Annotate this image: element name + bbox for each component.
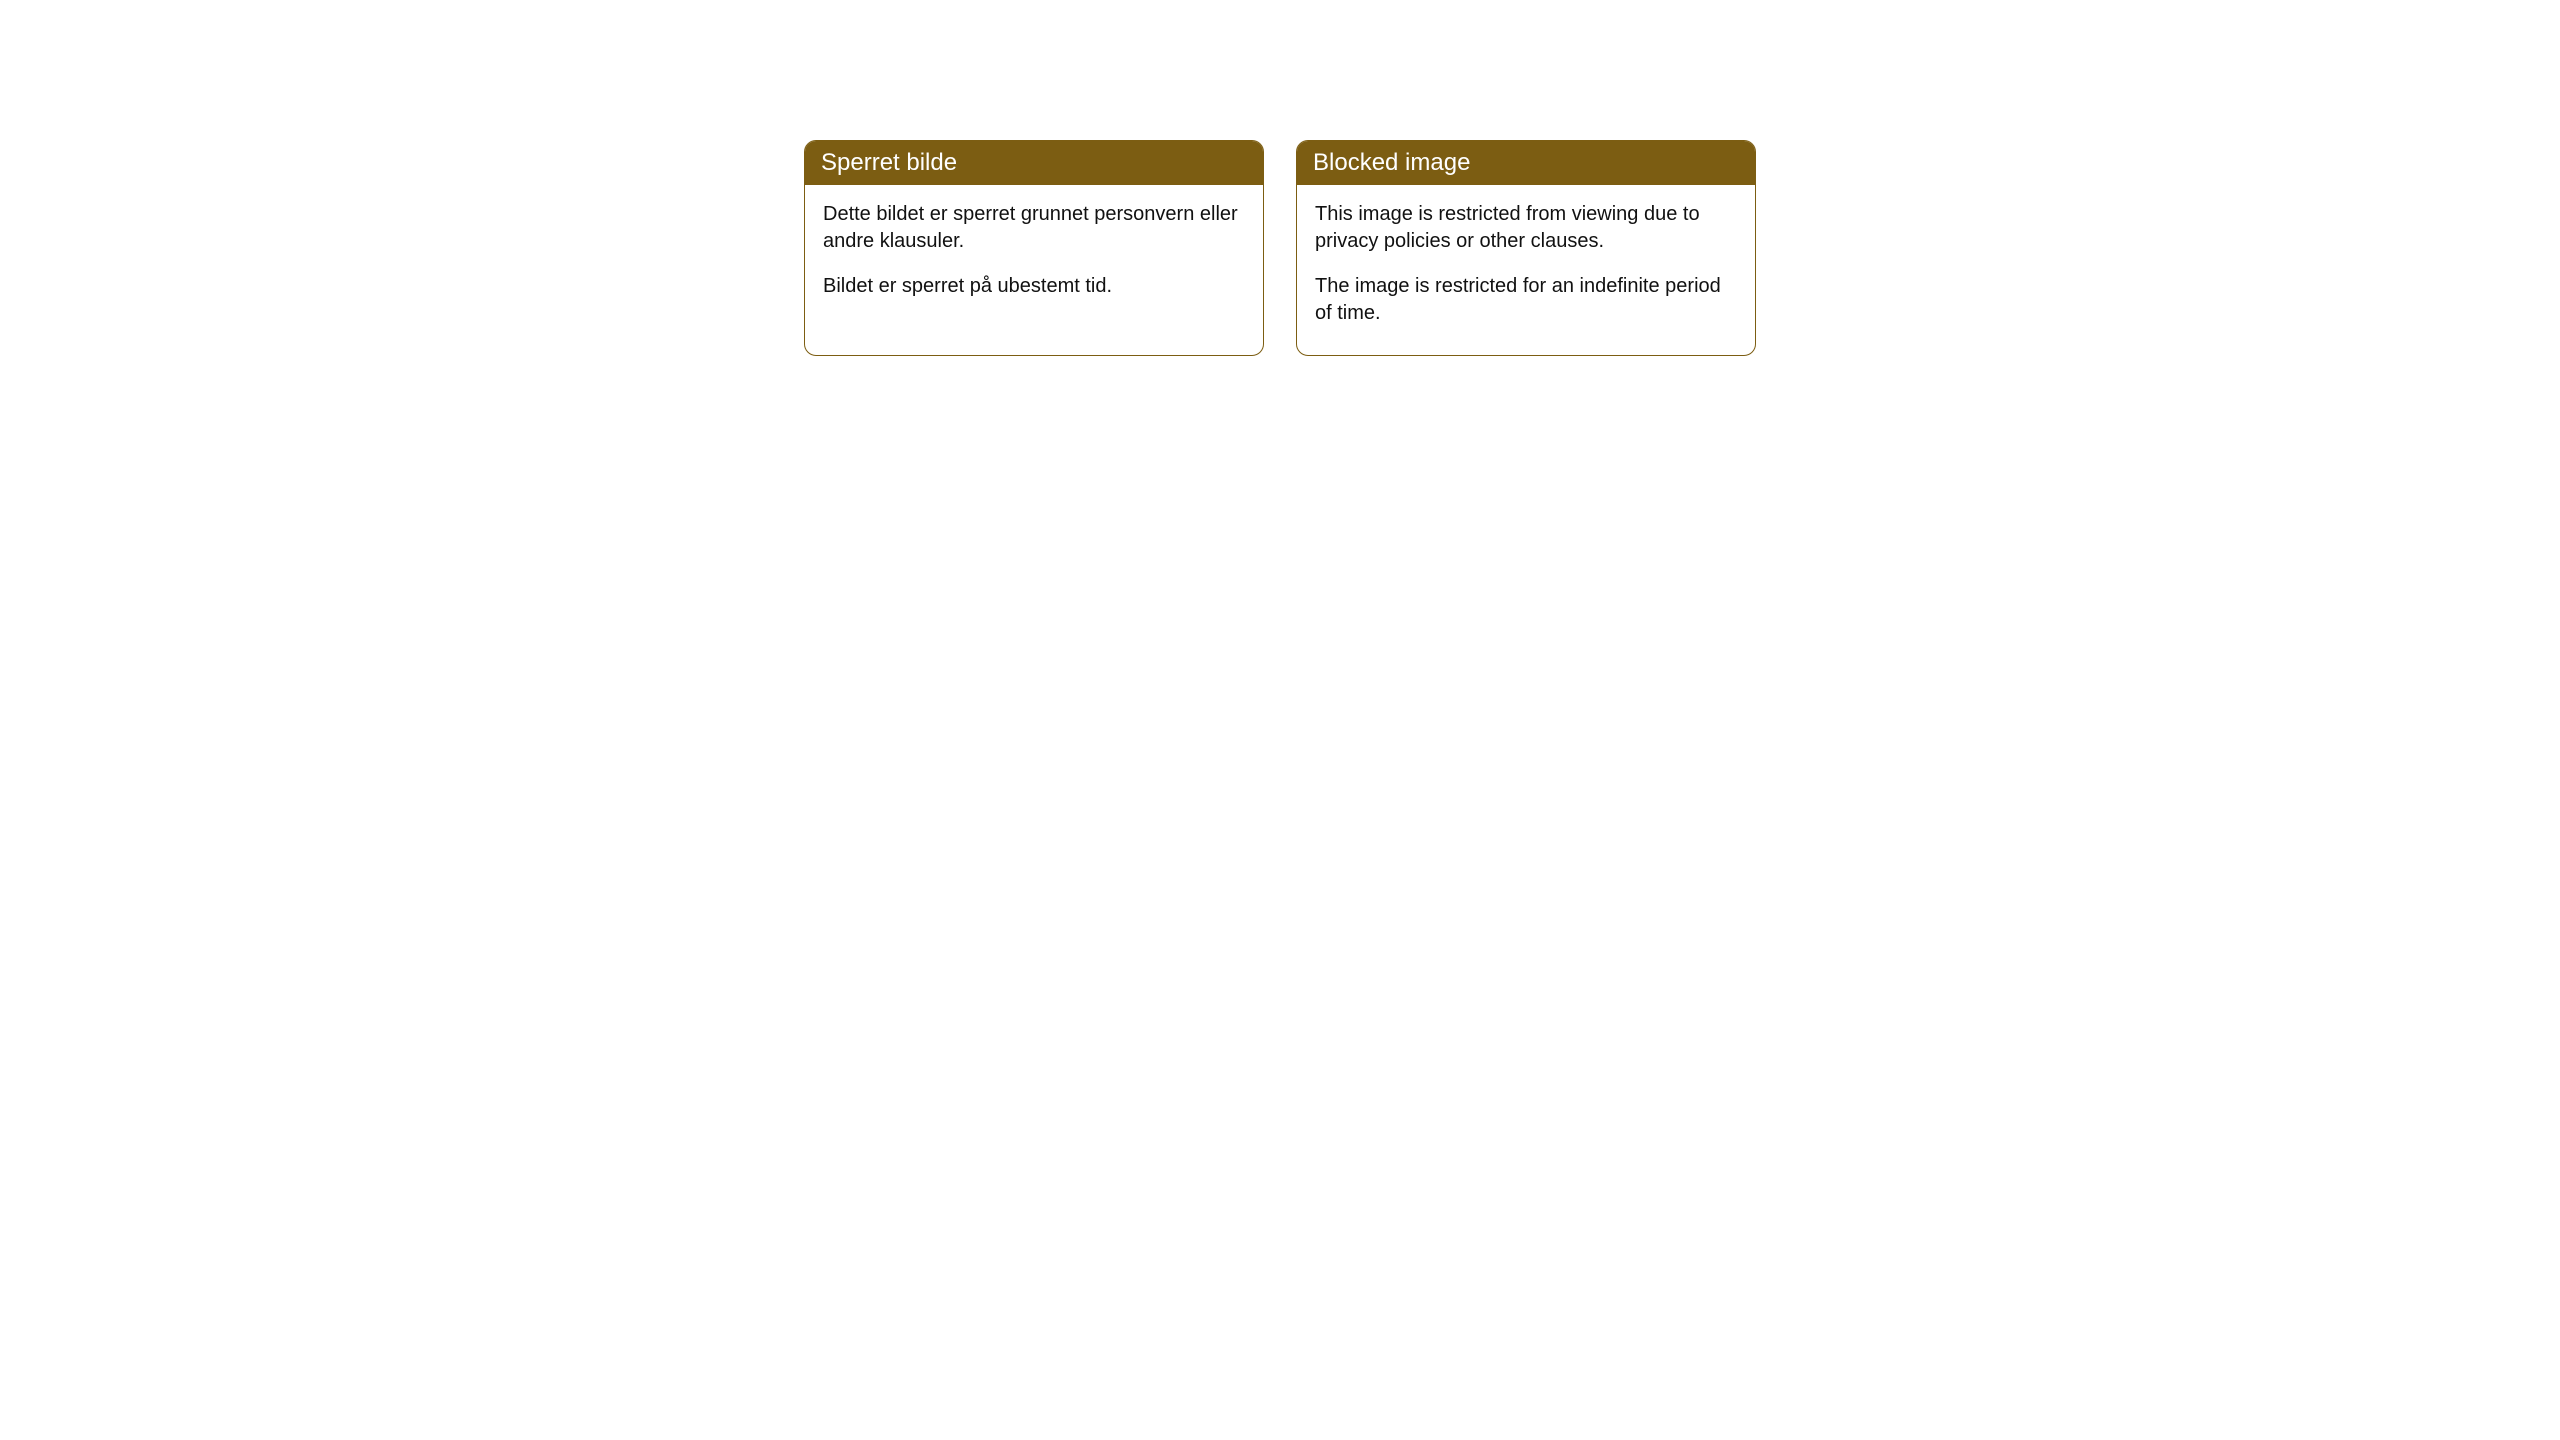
cards-container: Sperret bilde Dette bildet er sperret gr… — [0, 140, 2560, 356]
card-paragraph: The image is restricted for an indefinit… — [1315, 273, 1737, 327]
card-header: Sperret bilde — [805, 141, 1263, 185]
card-title: Blocked image — [1313, 149, 1470, 176]
blocked-image-card-en: Blocked image This image is restricted f… — [1296, 140, 1756, 356]
card-paragraph: This image is restricted from viewing du… — [1315, 201, 1737, 255]
card-header: Blocked image — [1297, 141, 1755, 185]
card-paragraph: Dette bildet er sperret grunnet personve… — [823, 201, 1245, 255]
blocked-image-card-no: Sperret bilde Dette bildet er sperret gr… — [804, 140, 1264, 356]
card-title: Sperret bilde — [821, 149, 957, 176]
card-paragraph: Bildet er sperret på ubestemt tid. — [823, 273, 1245, 300]
card-body: Dette bildet er sperret grunnet personve… — [805, 185, 1263, 328]
card-body: This image is restricted from viewing du… — [1297, 185, 1755, 355]
